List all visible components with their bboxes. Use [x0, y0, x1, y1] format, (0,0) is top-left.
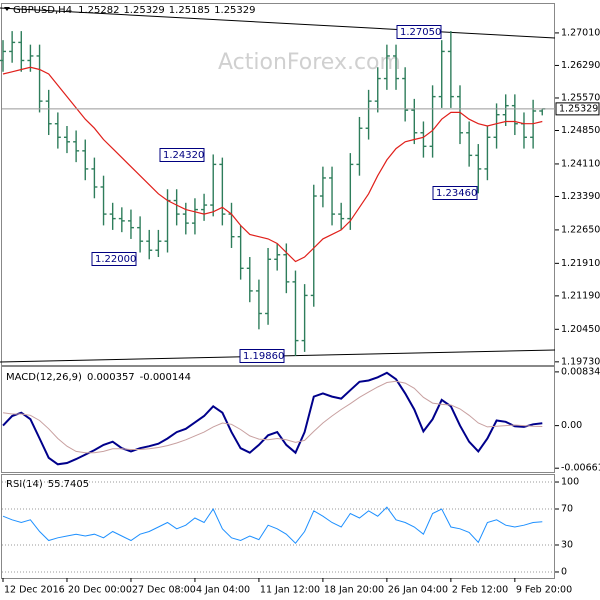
rsi-header: RSI(14) 55.7405: [6, 479, 89, 490]
x-tick-label: 20 Dec 00:00: [68, 585, 132, 596]
y-tick-label: 1.26290: [561, 60, 600, 71]
y-tick-label: 1.24110: [561, 158, 600, 169]
macd-value: 0.000357: [87, 372, 135, 383]
y-tick-label: 1.21910: [561, 258, 600, 269]
annotation: 1.27050: [400, 27, 441, 38]
rsi-value: 55.7405: [48, 479, 89, 490]
x-tick-label: 11 Jan 12:00: [260, 585, 320, 596]
y-tick-label: 1.19730: [561, 356, 600, 367]
series-line: [2, 371, 543, 466]
y-tick-label: 1.20450: [561, 324, 600, 335]
series-line: [2, 380, 543, 454]
signal-value: -0.000144: [140, 372, 191, 383]
x-tick-label: 12 Dec 2016: [4, 585, 65, 596]
y-tick-label: -0.00661: [561, 463, 600, 474]
rsi-panel: [1, 474, 555, 579]
header-arrow: [4, 7, 10, 11]
y-tick-label: 0.00: [561, 420, 582, 431]
y-tick-label: 1.25570: [561, 92, 600, 103]
annotation: 1.23460: [436, 188, 477, 199]
x-tick-label: 27 Dec 08:00: [132, 585, 196, 596]
x-tick-label: 2 Feb 12:00: [452, 585, 508, 596]
trend-line: [0, 7, 556, 39]
watermark: ActionForex.com: [218, 50, 401, 75]
y-tick-label: 30: [561, 539, 573, 550]
annotation: 1.24320: [163, 150, 204, 161]
y-tick-label: 0.008341: [561, 366, 600, 377]
macd-panel: [1, 366, 555, 473]
annotation-box: [91, 252, 137, 266]
y-tick-label: 1.21190: [561, 290, 600, 301]
close-value: 1.25329: [214, 5, 255, 16]
low-value: 1.25185: [169, 5, 210, 16]
annotation-box: [432, 186, 478, 200]
y-tick-label: 1.24850: [561, 125, 600, 136]
price-label-box: [555, 102, 600, 116]
series-line: [2, 506, 543, 544]
price-label: 1.25329: [559, 103, 598, 114]
x-tick-label: 18 Jan 20:00: [324, 585, 384, 596]
symbol: GBPUSD,H4: [13, 5, 72, 16]
x-tick-label: 4 Jan 04:00: [196, 585, 250, 596]
y-tick-label: 1.27010: [561, 27, 600, 38]
annotation-box: [396, 25, 442, 39]
header: GBPUSD,H4 1.25282 1.25329 1.25185 1.25329: [13, 5, 256, 16]
macd-header: MACD(12,26,9) 0.000357 -0.000144: [6, 372, 191, 383]
macd-title: MACD(12,26,9): [6, 372, 82, 383]
annotation: 1.19860: [243, 351, 284, 362]
price-panel: [1, 3, 555, 366]
y-tick-label: 70: [561, 504, 573, 515]
x-tick-label: 9 Feb 20:00: [516, 585, 572, 596]
open-value: 1.25282: [78, 5, 119, 16]
high-value: 1.25329: [123, 5, 164, 16]
y-tick-label: 1.22650: [561, 224, 600, 235]
y-tick-label: 100: [561, 477, 579, 488]
y-tick-label: 0: [561, 566, 567, 577]
x-tick-label: 26 Jan 04:00: [388, 585, 448, 596]
rsi-title: RSI(14): [6, 479, 43, 490]
moving-average: [2, 66, 543, 263]
annotation-box: [159, 148, 205, 162]
annotation-box: [239, 349, 285, 363]
annotation: 1.22000: [95, 254, 136, 265]
y-tick-label: 1.23390: [561, 191, 600, 202]
